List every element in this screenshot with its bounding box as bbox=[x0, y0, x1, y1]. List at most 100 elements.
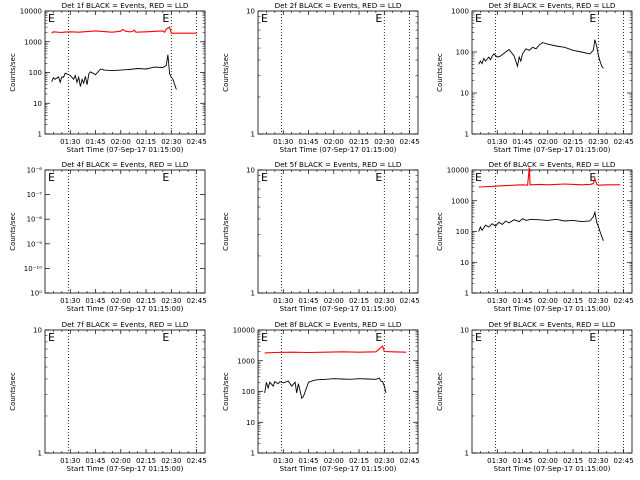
y-tick-label: 10⁻⁶ bbox=[27, 167, 43, 175]
plot-frame bbox=[44, 169, 206, 294]
x-tick-label: 02:30 bbox=[374, 457, 394, 465]
x-tick-label: 02:00 bbox=[324, 457, 344, 465]
x-tick-label: 02:00 bbox=[111, 297, 131, 305]
y-tick-label: 1 bbox=[251, 450, 255, 458]
y-tick-label: 1000 bbox=[451, 8, 469, 16]
x-tick-label: 02:30 bbox=[588, 297, 608, 305]
events-series-line bbox=[51, 54, 177, 90]
x-axis-label: Start Time (07-Sep-17 01:15:00) bbox=[280, 464, 397, 473]
y-axis-label: Counts/sec bbox=[436, 53, 444, 92]
y-tick-label: 10 bbox=[33, 100, 42, 108]
lld-series-line bbox=[264, 345, 407, 354]
panel-title: Det 3f BLACK = Events, RED = LLD bbox=[489, 1, 616, 10]
y-tick-label: 1 bbox=[465, 290, 469, 298]
event-marker: E bbox=[48, 171, 55, 184]
panel-1: Det 1f BLACK = Events, RED = LLD E E 01:30 0… bbox=[9, 1, 207, 154]
plot-frame bbox=[471, 10, 633, 135]
x-tick-label: 02:45 bbox=[613, 457, 633, 465]
x-tick-label: 01:45 bbox=[512, 138, 532, 146]
x-tick-label: 01:30 bbox=[273, 297, 293, 305]
y-tick-label: 10⁻⁸ bbox=[27, 216, 43, 224]
y-axis-label: Counts/sec bbox=[222, 212, 230, 251]
event-marker: E bbox=[375, 12, 382, 25]
x-axis-label: Start Time (07-Sep-17 01:15:00) bbox=[67, 304, 184, 313]
y-tick-label: 10⁻⁹ bbox=[27, 240, 43, 248]
x-tick-label: 02:15 bbox=[136, 138, 156, 146]
y-tick-label: 1 bbox=[465, 450, 469, 458]
x-axis-label: Start Time (07-Sep-17 01:15:00) bbox=[494, 304, 611, 313]
x-axis-label: Start Time (07-Sep-17 01:15:00) bbox=[280, 145, 397, 154]
y-tick-label: 10 bbox=[460, 327, 469, 335]
plot-frame bbox=[257, 10, 419, 135]
x-tick-label: 01:45 bbox=[298, 297, 318, 305]
event-marker: E bbox=[589, 331, 596, 344]
panel-8: Det 8f BLACK = Events, RED = LLD E E 01:30 0… bbox=[222, 320, 420, 473]
x-tick-label: 01:30 bbox=[487, 297, 507, 305]
y-tick-label: 10 bbox=[460, 90, 469, 98]
panel-2: Det 2f BLACK = Events, RED = LLD E E 01:30 0… bbox=[222, 1, 420, 154]
y-tick-label: 1 bbox=[465, 131, 469, 139]
x-tick-label: 02:15 bbox=[349, 297, 369, 305]
y-axis-label: Counts/sec bbox=[436, 212, 444, 251]
y-tick-label: 10 bbox=[246, 419, 255, 427]
x-tick-label: 01:45 bbox=[298, 457, 318, 465]
x-tick-label: 01:30 bbox=[60, 297, 80, 305]
y-tick-label: 100 bbox=[242, 388, 255, 396]
panel-3: Det 3f BLACK = Events, RED = LLD E E 01:30 0… bbox=[436, 1, 634, 154]
y-tick-label: 10 bbox=[33, 327, 42, 335]
plot-frame bbox=[44, 329, 206, 454]
event-marker: E bbox=[475, 12, 482, 25]
x-tick-label: 02:30 bbox=[374, 297, 394, 305]
x-tick-label: 02:15 bbox=[349, 138, 369, 146]
y-tick-label: 1000 bbox=[451, 197, 469, 205]
panel-5: Det 5f BLACK = Events, RED = LLD E E 01:30 0… bbox=[222, 160, 420, 313]
x-tick-label: 01:30 bbox=[487, 138, 507, 146]
events-series-line bbox=[478, 210, 604, 241]
event-marker: E bbox=[475, 331, 482, 344]
x-axis-label: Start Time (07-Sep-17 01:15:00) bbox=[494, 464, 611, 473]
x-axis-label: Start Time (07-Sep-17 01:15:00) bbox=[67, 145, 184, 154]
x-tick-label: 01:45 bbox=[85, 457, 105, 465]
event-marker: E bbox=[48, 331, 55, 344]
y-tick-label: 1000 bbox=[237, 357, 255, 365]
event-marker: E bbox=[261, 331, 268, 344]
y-axis-label: Counts/sec bbox=[9, 53, 17, 92]
panel-title: Det 4f BLACK = Events, RED = LLD bbox=[62, 160, 189, 169]
x-tick-label: 02:30 bbox=[161, 457, 181, 465]
x-tick-label: 02:15 bbox=[563, 457, 583, 465]
plot-frame bbox=[471, 329, 633, 454]
event-marker: E bbox=[589, 171, 596, 184]
y-tick-label: 10⁻¹⁰ bbox=[24, 265, 42, 273]
x-tick-label: 02:30 bbox=[374, 138, 394, 146]
y-axis-label: Counts/sec bbox=[9, 372, 17, 411]
plot-frame bbox=[44, 10, 206, 135]
x-tick-label: 01:30 bbox=[487, 457, 507, 465]
panel-title: Det 7f BLACK = Events, RED = LLD bbox=[62, 320, 189, 329]
x-tick-label: 02:15 bbox=[136, 297, 156, 305]
x-tick-label: 02:45 bbox=[399, 457, 419, 465]
panel-title: Det 9f BLACK = Events, RED = LLD bbox=[489, 320, 616, 329]
x-tick-label: 01:30 bbox=[273, 138, 293, 146]
plot-frame bbox=[471, 169, 633, 294]
x-tick-label: 02:30 bbox=[588, 138, 608, 146]
x-tick-label: 02:45 bbox=[399, 138, 419, 146]
x-tick-label: 02:00 bbox=[111, 457, 131, 465]
panel-title: Det 8f BLACK = Events, RED = LLD bbox=[275, 320, 402, 329]
y-tick-label: 10 bbox=[246, 8, 255, 16]
x-tick-label: 01:45 bbox=[512, 457, 532, 465]
event-marker: E bbox=[375, 171, 382, 184]
panel-7: Det 7f BLACK = Events, RED = LLD E E 01:30 0… bbox=[9, 320, 207, 473]
panel-9: Det 9f BLACK = Events, RED = LLD E E 01:30 0… bbox=[436, 320, 634, 473]
x-tick-label: 02:30 bbox=[161, 297, 181, 305]
x-tick-label: 01:30 bbox=[60, 138, 80, 146]
x-axis-label: Start Time (07-Sep-17 01:15:00) bbox=[280, 304, 397, 313]
y-tick-label: 1 bbox=[251, 290, 255, 298]
y-tick-label: 1 bbox=[251, 131, 255, 139]
events-series-line bbox=[478, 39, 604, 69]
x-tick-label: 02:30 bbox=[161, 138, 181, 146]
y-tick-label: 1 bbox=[38, 450, 42, 458]
x-tick-label: 02:00 bbox=[538, 138, 558, 146]
x-tick-label: 02:00 bbox=[538, 297, 558, 305]
x-tick-label: 02:15 bbox=[136, 457, 156, 465]
